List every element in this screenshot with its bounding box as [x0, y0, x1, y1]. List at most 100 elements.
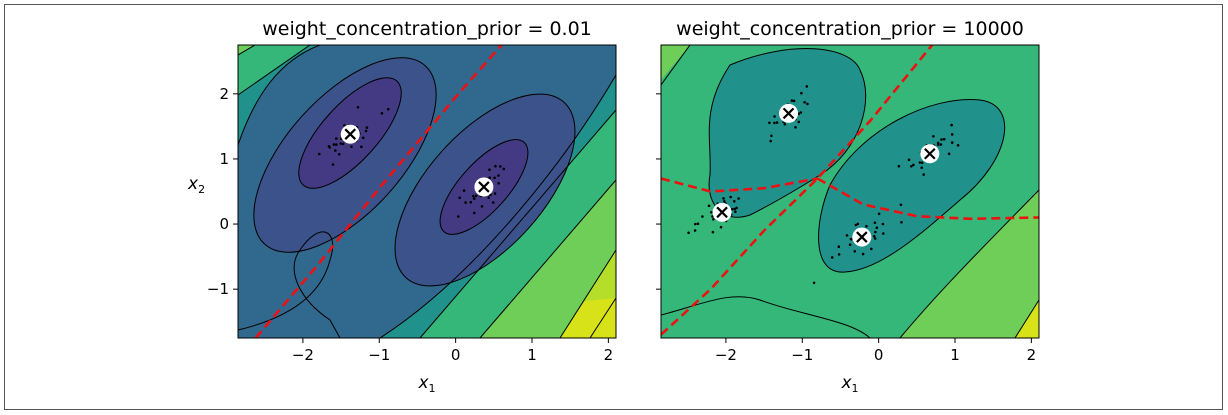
right-sample-point [733, 207, 736, 211]
left-sample-point [339, 142, 343, 145]
right-sample-point [735, 206, 738, 210]
left-sample-point [499, 165, 502, 168]
left-sample-point [487, 196, 491, 199]
left-contour-line-8 [589, 297, 616, 338]
right-sample-point [950, 123, 953, 127]
left-sample-point [472, 197, 476, 200]
left-sample-point [497, 174, 500, 177]
right-sample-point [900, 221, 903, 224]
right-sample-point [856, 222, 860, 226]
left-sample-point [356, 106, 360, 109]
right-title: weight_concentration_prior = 10000 [676, 18, 1024, 40]
left-centroid-marker [340, 124, 360, 144]
left-plot: weight_concentration_prior = 0.01 [187, 18, 617, 395]
left-centroids [340, 124, 494, 197]
left-xtick-label: 2 [604, 346, 614, 364]
left-sample-point [472, 194, 475, 198]
right-sample-point [950, 141, 954, 144]
left-sample-point [488, 168, 491, 171]
right-plot: weight_concentration_prior = 10000 −2 −1 0… [656, 18, 1040, 395]
right-centroid-marker [920, 144, 940, 164]
right-sample-point [939, 143, 943, 146]
left-sample-point [327, 145, 331, 148]
right-xtick-label: 2 [1027, 346, 1037, 364]
left-sample-point [331, 163, 335, 166]
left-sample-point [332, 143, 336, 146]
right-contour-line-2 [661, 45, 691, 86]
left-sample-point [488, 176, 491, 179]
right-sample-point [800, 91, 803, 95]
right-sample-point [783, 122, 787, 126]
left-contour-line-3 [238, 45, 311, 96]
left-contour-line-9 [238, 231, 341, 338]
left-xtick-label: 1 [527, 346, 537, 364]
left-sample-point [494, 164, 497, 168]
right-sample-point [947, 152, 951, 156]
left-sample-point [491, 201, 495, 204]
right-xlabel: x1 [840, 373, 858, 395]
right-sample-point [733, 200, 736, 203]
left-sample-point [480, 205, 484, 208]
left-sample-point [341, 142, 345, 146]
right-sample-point [712, 218, 715, 221]
right-sample-point [837, 253, 841, 256]
right-sample-point [773, 121, 776, 125]
left-contour-line-5 [238, 45, 256, 56]
right-sample-point [897, 164, 901, 168]
right-sample-point [932, 135, 935, 138]
right-sample-point [899, 203, 903, 207]
left-sample-point [502, 167, 506, 171]
left-sample-point [469, 200, 473, 204]
right-sample-point [874, 230, 877, 234]
left-contour-line-2 [379, 74, 616, 338]
left-sample-point [364, 129, 368, 133]
right-sample-point [797, 112, 801, 116]
left-contour-line-6 [479, 179, 616, 338]
right-sample-point [936, 141, 940, 145]
right-sample-point [730, 207, 734, 211]
left-title: weight_concentration_prior = 0.01 [262, 18, 592, 40]
right-sample-point [729, 195, 732, 199]
right-sample-point [812, 281, 816, 285]
left-sample-point [497, 182, 501, 185]
left-sample-point [337, 153, 341, 156]
left-sample-point [473, 211, 476, 215]
right-sample-point [792, 99, 796, 103]
left-sample-point [457, 215, 460, 218]
right-sample-point [910, 165, 913, 168]
right-sample-point [940, 138, 943, 141]
right-centroid-marker [712, 202, 732, 222]
left-xlabel: x1 [417, 373, 435, 395]
right-sample-point [870, 247, 873, 251]
right-sample-point [877, 212, 881, 216]
right-sample-point [830, 256, 834, 259]
right-sample-point [875, 226, 879, 229]
right-decision-boundary-c [816, 177, 1039, 221]
right-sample-point [737, 197, 740, 200]
right-decision-boundary-a [661, 45, 934, 336]
right-x-ticks: −2 −1 0 1 2 [715, 338, 1036, 364]
right-sample-point [845, 234, 849, 237]
right-sample-point [942, 137, 946, 141]
right-decision-boundary-b [661, 177, 818, 193]
left-sample-point [458, 196, 462, 200]
left-sample-point [493, 192, 497, 195]
right-sample-point [797, 120, 801, 124]
left-ylabel: x2 [187, 174, 205, 196]
right-xtick-label: −2 [715, 346, 737, 364]
right-sample-point [854, 223, 858, 227]
right-sample-point [837, 245, 841, 248]
right-sample-point [707, 204, 711, 208]
right-sample-point [701, 215, 704, 218]
left-ytick-label: 2 [219, 85, 229, 103]
right-sample-point [920, 166, 923, 169]
right-sample-point [865, 225, 868, 228]
right-sample-point [722, 197, 725, 200]
right-sample-point [849, 237, 853, 241]
right-sample-point [872, 234, 876, 238]
right-centroid-marker [779, 103, 799, 123]
right-sample-point [853, 250, 857, 253]
left-centroid-marker [474, 177, 494, 197]
right-sample-point [693, 229, 697, 232]
left-sample-point [361, 136, 365, 140]
